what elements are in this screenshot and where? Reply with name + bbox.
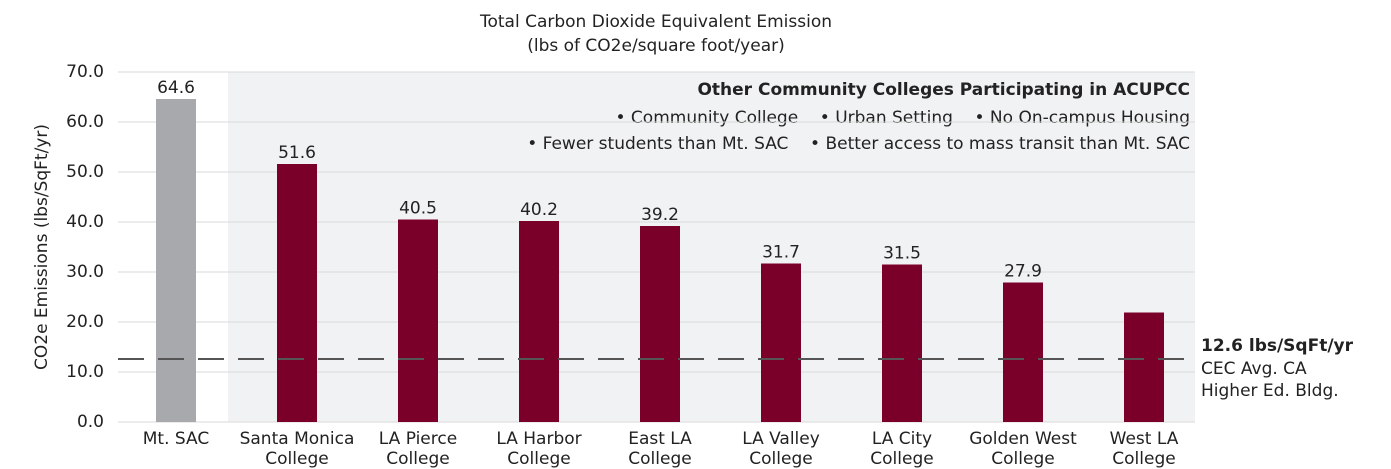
bar [1124, 312, 1164, 422]
x-tick-label: College [749, 449, 812, 469]
chart-title: Total Carbon Dioxide Equivalent Emission [479, 12, 832, 32]
x-tick-label: College [507, 449, 570, 469]
x-tick-label: Golden West [969, 429, 1077, 449]
value-label: 31.5 [883, 244, 921, 264]
bar [156, 99, 196, 422]
x-tick-label: College [265, 449, 328, 469]
bar [882, 264, 922, 422]
y-tick-label: 20.0 [66, 312, 104, 332]
chart-subtitle: (lbs of CO2e/square foot/year) [527, 36, 785, 56]
bar [277, 164, 317, 422]
value-label: 27.9 [1004, 262, 1042, 282]
value-label: 40.2 [520, 200, 558, 220]
x-tick-label: Santa Monica [240, 429, 355, 449]
annotation-title: Other Community Colleges Participating i… [697, 80, 1190, 100]
annotation-line: • Fewer students than Mt. SAC • Better a… [527, 134, 1190, 154]
bar [1003, 282, 1043, 422]
x-tick-label: West LA [1110, 429, 1179, 449]
y-tick-label: 0.0 [77, 412, 104, 432]
reference-label: 12.6 lbs/SqFt/yr [1201, 336, 1354, 356]
value-label: 31.7 [762, 243, 800, 263]
y-tick-label: 50.0 [66, 162, 104, 182]
x-tick-label: LA City [872, 429, 932, 449]
x-tick-label: LA Pierce [379, 429, 457, 449]
bar [398, 219, 438, 422]
x-tick-label: LA Harbor [496, 429, 581, 449]
x-tick-label: East LA [628, 429, 692, 449]
value-label: 39.2 [641, 205, 679, 225]
y-tick-label: 40.0 [66, 212, 104, 232]
value-label: 51.6 [278, 143, 316, 163]
bar [519, 221, 559, 422]
value-label: 64.6 [157, 78, 195, 98]
x-tick-label: College [628, 449, 691, 469]
y-tick-label: 30.0 [66, 262, 104, 282]
annotation-line: • Community College • Urban Setting • No… [616, 108, 1191, 128]
y-tick-label: 10.0 [66, 362, 104, 382]
x-tick-label: Mt. SAC [143, 429, 209, 449]
reference-note: CEC Avg. CA [1201, 359, 1307, 379]
x-tick-label: College [870, 449, 933, 469]
x-tick-label: College [991, 449, 1054, 469]
y-tick-label: 60.0 [66, 112, 104, 132]
reference-note: Higher Ed. Bldg. [1201, 381, 1339, 401]
x-tick-label: College [1112, 449, 1175, 469]
x-tick-label: LA Valley [742, 429, 820, 449]
bar [761, 263, 801, 422]
y-axis-label: CO2e Emissions (lbs/SqFt/yr) [32, 124, 52, 370]
value-label: 40.5 [399, 199, 437, 219]
x-tick-label: College [386, 449, 449, 469]
y-tick-label: 70.0 [66, 62, 104, 82]
bar [640, 226, 680, 422]
